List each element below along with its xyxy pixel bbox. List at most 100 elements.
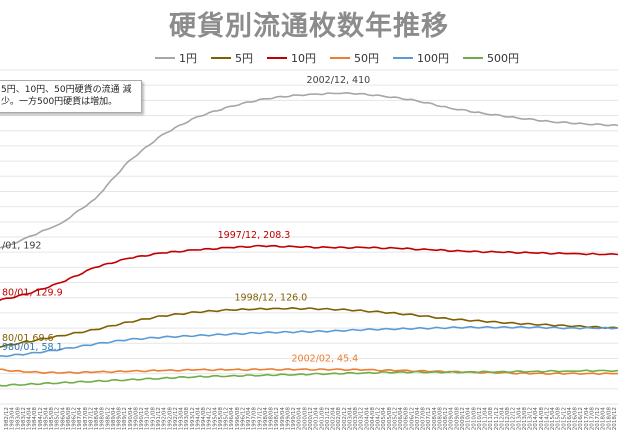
x-tick-label: 2011/12 bbox=[494, 407, 500, 430]
x-tick-label: 1993/12 bbox=[190, 407, 196, 430]
series-line-5 bbox=[0, 369, 618, 387]
series-line-0 bbox=[0, 91, 618, 249]
x-tick-label: 2016/04 bbox=[567, 407, 573, 431]
x-tick-label: 2017/12 bbox=[595, 407, 601, 430]
x-tick-label: 1983/08 bbox=[15, 407, 21, 431]
x-tick-label: 2012/04 bbox=[499, 407, 505, 431]
x-tick-label: 1985/04 bbox=[43, 407, 49, 431]
x-tick-label: 1984/04 bbox=[27, 407, 33, 431]
legend-item: 100円 bbox=[393, 50, 449, 66]
x-tick-label: 2015/12 bbox=[561, 407, 567, 430]
x-tick-label: 1997/08 bbox=[252, 407, 258, 431]
legend-label: 50円 bbox=[354, 52, 379, 65]
x-tick-label: 2007/08 bbox=[421, 407, 427, 431]
x-tick-label: 2003/12 bbox=[359, 407, 365, 430]
x-tick-label: 2001/08 bbox=[319, 407, 325, 431]
x-tick-label: 1989/08 bbox=[117, 407, 123, 431]
chart-note: 5円、10円、50円硬貨の流通 減少。一方500円硬貨は増加。 bbox=[0, 80, 142, 113]
x-tick-label: 2013/12 bbox=[528, 407, 534, 430]
x-tick-label: 2011/04 bbox=[483, 407, 489, 431]
x-tick-label: 2013/08 bbox=[522, 407, 528, 431]
x-tick-label: 2006/04 bbox=[398, 407, 404, 431]
x-tick-label: 2013/04 bbox=[516, 407, 522, 431]
x-tick-label: 2001/04 bbox=[314, 407, 320, 431]
x-tick-label: 1994/04 bbox=[195, 407, 201, 431]
x-tick-label: 1991/12 bbox=[156, 407, 162, 430]
x-tick-label: 1999/08 bbox=[286, 407, 292, 431]
x-tick-label: 1994/08 bbox=[201, 407, 207, 431]
x-tick-label: 2002/04 bbox=[331, 407, 337, 431]
x-tick-label: 1992/12 bbox=[173, 407, 179, 430]
data-label: 2002/12, 410 bbox=[307, 75, 371, 86]
x-tick-label: 1989/04 bbox=[111, 407, 117, 431]
legend-swatch bbox=[330, 57, 350, 59]
legend-item: 10円 bbox=[267, 50, 316, 66]
x-tick-label: 2005/04 bbox=[381, 407, 387, 431]
legend-swatch bbox=[463, 57, 483, 59]
data-label: 80/01 69.6 bbox=[2, 333, 54, 344]
x-tick-label: 2014/04 bbox=[533, 407, 539, 431]
x-tick-label: 2000/04 bbox=[297, 407, 303, 431]
x-tick-label: 1986/08 bbox=[66, 407, 72, 431]
legend-item: 50円 bbox=[330, 50, 379, 66]
legend-item: 1円 bbox=[155, 50, 197, 66]
x-tick-label: 1999/12 bbox=[291, 407, 297, 430]
x-tick-label: 1992/08 bbox=[167, 407, 173, 431]
x-tick-label: 2018/12 bbox=[612, 407, 618, 430]
x-tick-label: 2004/04 bbox=[364, 407, 370, 431]
x-tick-label: 1987/08 bbox=[83, 407, 89, 431]
x-tick-label: 2014/12 bbox=[544, 407, 550, 430]
x-tick-label: 1988/12 bbox=[105, 407, 111, 430]
legend-swatch bbox=[155, 57, 175, 59]
x-tick-label: 1982/12 bbox=[4, 407, 10, 430]
x-tick-label: 1994/12 bbox=[207, 407, 213, 430]
data-label: 980/01, 58.1 bbox=[2, 342, 63, 353]
x-tick-label: 1988/08 bbox=[100, 407, 106, 431]
x-tick-label: 1995/08 bbox=[218, 407, 224, 431]
x-tick-label: 1985/08 bbox=[49, 407, 55, 431]
legend-label: 5円 bbox=[235, 52, 253, 65]
x-tick-label: 2002/08 bbox=[336, 407, 342, 431]
x-tick-label: 1989/12 bbox=[122, 407, 128, 430]
x-tick-label: 2006/08 bbox=[404, 407, 410, 431]
legend-swatch bbox=[211, 57, 231, 59]
x-tick-label: 1987/12 bbox=[88, 407, 94, 430]
x-tick-label: 2006/12 bbox=[409, 407, 415, 430]
x-tick-label: 1990/12 bbox=[139, 407, 145, 430]
x-tick-label: 2012/08 bbox=[505, 407, 511, 431]
x-tick-label: 1986/04 bbox=[60, 407, 66, 431]
x-tick-label: 1996/04 bbox=[229, 407, 235, 431]
x-tick-label: 2005/12 bbox=[392, 407, 398, 430]
x-tick-label: 1990/04 bbox=[128, 407, 134, 431]
data-label: 80/01, 129.9 bbox=[2, 287, 63, 298]
x-tick-label: 1983/04 bbox=[10, 407, 16, 431]
series-line-1 bbox=[0, 306, 618, 348]
x-tick-label: 1984/08 bbox=[32, 407, 38, 431]
x-tick-label: 1988/04 bbox=[94, 407, 100, 431]
data-label: /01, 192 bbox=[2, 240, 41, 251]
x-tick-label: 2001/12 bbox=[325, 407, 331, 430]
x-tick-label: 2018/04 bbox=[601, 407, 607, 431]
x-tick-label: 2003/08 bbox=[353, 407, 359, 431]
series-line-2 bbox=[0, 244, 618, 302]
x-tick-label: 1991/08 bbox=[150, 407, 156, 431]
x-tick-label: 2015/04 bbox=[550, 407, 556, 431]
x-tick-label: 2007/12 bbox=[426, 407, 432, 430]
x-tick-label: 2009/04 bbox=[449, 407, 455, 431]
x-tick-label: 1998/04 bbox=[263, 407, 269, 431]
x-tick-label: 2009/12 bbox=[460, 407, 466, 430]
x-tick-label: 1999/04 bbox=[280, 407, 286, 431]
x-tick-label: 2008/04 bbox=[432, 407, 438, 431]
x-tick-label: 1985/12 bbox=[55, 407, 61, 430]
x-tick-label: 2008/08 bbox=[438, 407, 444, 431]
x-tick-label: 2010/04 bbox=[466, 407, 472, 431]
x-tick-label: 2014/08 bbox=[539, 407, 545, 431]
x-tick-label: 1995/04 bbox=[212, 407, 218, 431]
x-tick-label: 1991/04 bbox=[145, 407, 151, 431]
legend-label: 1円 bbox=[179, 52, 197, 65]
x-tick-label: 1998/12 bbox=[274, 407, 280, 430]
legend-label: 10円 bbox=[291, 52, 316, 65]
legend-swatch bbox=[393, 57, 413, 59]
x-tick-label: 2012/12 bbox=[511, 407, 517, 430]
